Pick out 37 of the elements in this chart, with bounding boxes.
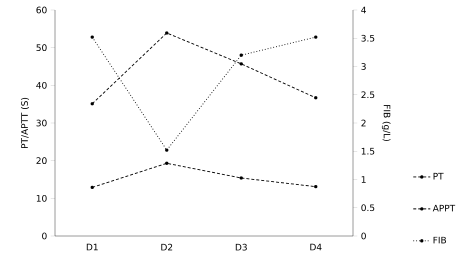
y2-tick-label: 1 [362, 176, 366, 183]
y2-tick-label: 3.5 [361, 34, 374, 42]
point [240, 54, 243, 57]
point [240, 176, 243, 180]
point [165, 148, 168, 152]
point [240, 62, 243, 66]
y-tick-label: 30 [36, 120, 47, 126]
x-tick-label: D3 [236, 244, 247, 251]
y2-tick-label: 3 [361, 63, 366, 70]
x-tick-label: D4 [310, 244, 322, 250]
point [165, 162, 168, 165]
point [314, 185, 318, 188]
y-tick-label: 20 [36, 157, 47, 164]
y2-axis-title: FIB (g/L) [382, 105, 391, 141]
point [90, 186, 94, 190]
x-tick-label: D2 [161, 244, 172, 250]
legend-label: PT [434, 172, 444, 180]
y-axis-title: PT/APTT (S) [20, 98, 29, 148]
y-tick-label: 40 [36, 82, 47, 89]
y2-tick-label: 2 [361, 120, 366, 126]
y2-tick-label: 2.5 [361, 91, 374, 98]
y-tick-label: 0 [42, 232, 47, 240]
legend-label: APPT [432, 204, 456, 212]
point [314, 35, 318, 39]
legend-label: FIB [434, 236, 446, 244]
point [314, 96, 318, 100]
y2-tick-label: 0 [361, 232, 366, 240]
y-tick-label: 10 [36, 194, 47, 202]
x-tick-label: D1 [86, 244, 98, 250]
y-tick-label: 60 [36, 6, 47, 14]
y2-tick-label: 1.5 [362, 148, 374, 155]
point [90, 35, 94, 39]
y2-tick-label: 0.5 [361, 204, 374, 212]
point [165, 31, 168, 35]
y2-tick-label: 4 [361, 6, 366, 14]
point [90, 102, 94, 106]
y-tick-label: 50 [36, 44, 47, 52]
